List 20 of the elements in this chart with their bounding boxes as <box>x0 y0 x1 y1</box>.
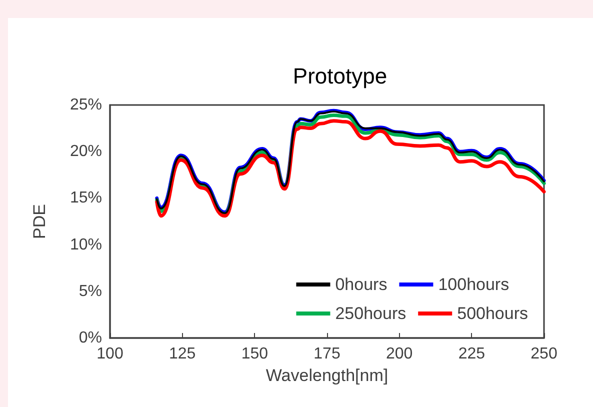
x-axis-title: Wavelength[nm] <box>266 366 388 385</box>
x-tick-label: 125 <box>168 346 196 362</box>
y-axis-title: PDE <box>30 204 49 239</box>
x-tick-label: 225 <box>458 346 486 362</box>
y-tick-label: 0% <box>78 330 102 346</box>
legend-label: 100hours <box>438 275 510 294</box>
legend-label: 250hours <box>335 304 406 323</box>
legend-label: 0hours <box>335 275 388 294</box>
y-tick-label: 10% <box>70 236 102 254</box>
x-tick-label: 175 <box>314 346 340 362</box>
y-tick-label: 20% <box>70 143 102 160</box>
x-tick-label: 150 <box>241 346 268 362</box>
x-tick-label: 200 <box>386 346 413 362</box>
y-tick-label: 15% <box>70 190 102 207</box>
y-tick-label: 5% <box>78 282 102 300</box>
legend-label: 500hours <box>457 304 528 323</box>
x-tick-label: 100 <box>96 346 124 362</box>
chart-title: Prototype <box>292 64 388 88</box>
y-tick-label: 25% <box>70 96 102 114</box>
x-tick-label: 250 <box>530 346 558 362</box>
